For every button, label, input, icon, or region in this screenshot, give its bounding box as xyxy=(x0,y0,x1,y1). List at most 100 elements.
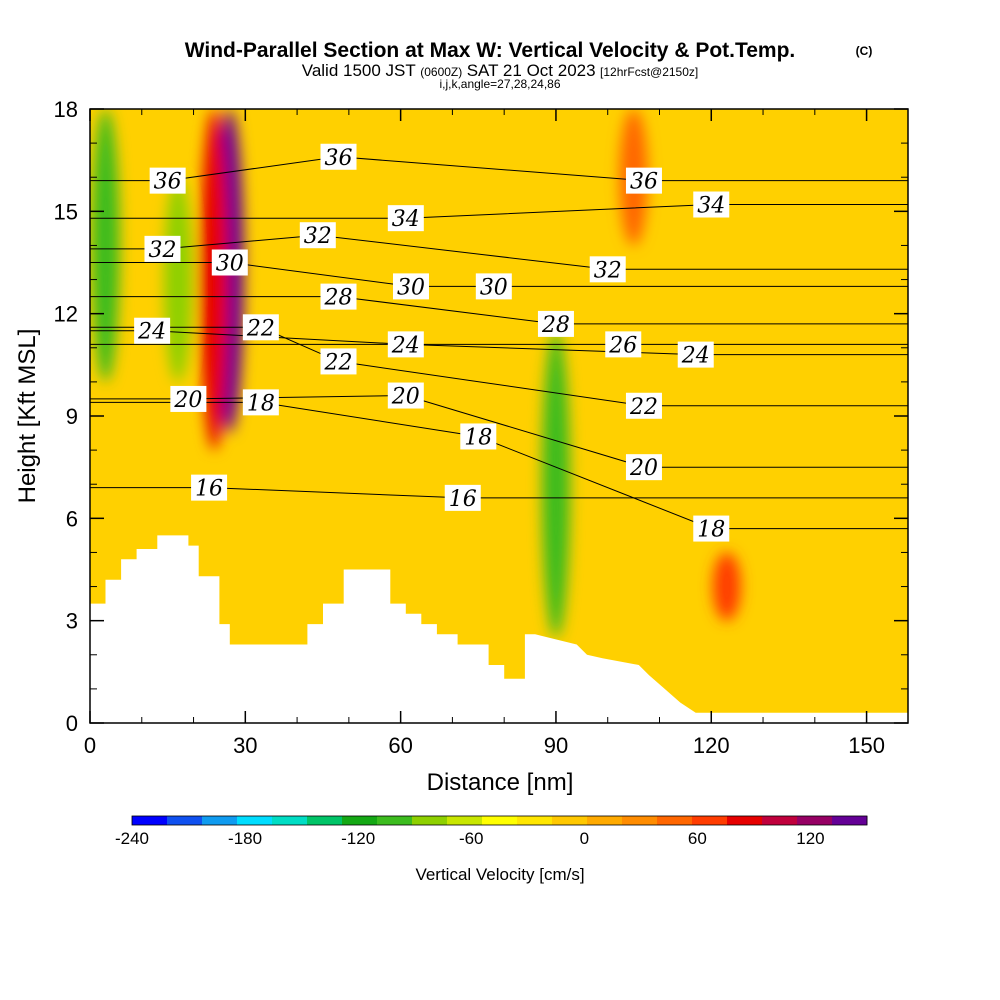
colorbar-swatch xyxy=(167,816,203,825)
velocity-feature-4 xyxy=(541,330,570,638)
y-tick-label: 3 xyxy=(66,609,78,634)
terrain xyxy=(90,535,908,723)
contour-label-6: 32 xyxy=(299,222,336,249)
contour-label-17: 22 xyxy=(242,314,279,341)
plot-area: 36 36 36 34 34 32 32 32 30 30 30 28 28 26 24 24 24 22 22 22… xyxy=(90,109,908,723)
contour-label-22: 20 xyxy=(625,454,662,481)
contour-label-text: 28 xyxy=(324,286,353,311)
contour-label-text: 30 xyxy=(216,252,244,277)
x-tick-label: 30 xyxy=(233,733,257,758)
x-tick-label: 60 xyxy=(388,733,412,758)
chart-subtitle: Valid 1500 JST (0600Z) SAT 21 Oct 2023 [… xyxy=(302,61,699,80)
subtitle-utc-time: (0600Z) xyxy=(420,65,462,79)
colorbar: -240 -180 -120 -60 0 60 120 xyxy=(115,815,868,848)
colorbar-tick-label: 0 xyxy=(580,829,589,848)
contour-label-27: 16 xyxy=(444,484,481,512)
contour-label-23: 18 xyxy=(242,389,279,416)
x-tick-label: 90 xyxy=(544,733,568,758)
x-tick-label: 0 xyxy=(84,733,96,758)
contour-label-text: 18 xyxy=(464,425,492,450)
theta-contour-16 xyxy=(90,487,908,499)
contour-label-16: 24 xyxy=(677,341,714,369)
contour-label-text: 20 xyxy=(391,385,420,410)
contour-label-text: 16 xyxy=(195,477,223,502)
contour-label-text: 20 xyxy=(173,388,202,413)
colorbar-swatch xyxy=(202,816,238,825)
contour-label-26: 16 xyxy=(191,474,228,502)
contour-label-text: 34 xyxy=(697,194,725,219)
colorbar-swatch xyxy=(587,816,623,825)
colorbar-frame xyxy=(131,815,868,826)
subtitle-forecast: [12hrFcst@2150z] xyxy=(600,65,698,79)
contour-label-4: 34 xyxy=(693,191,730,219)
contour-label-text: 24 xyxy=(681,344,710,369)
subtitle-valid-time: Valid 1500 JST xyxy=(302,61,416,80)
contour-label-text: 22 xyxy=(246,316,275,341)
y-axis-label: Height [Kft MSL] xyxy=(14,329,41,504)
colorbar-swatch xyxy=(342,816,378,825)
contour-label-0: 36 xyxy=(149,167,186,195)
contour-label-text: 30 xyxy=(480,275,508,300)
colorbar-swatch xyxy=(622,816,658,825)
contour-label-text: 16 xyxy=(449,487,477,512)
contour-label-text: 24 xyxy=(137,320,166,345)
contour-label-text: 36 xyxy=(154,170,182,195)
colorbar-label: Vertical Velocity [cm/s] xyxy=(415,865,584,884)
contour-label-15: 24 xyxy=(387,331,424,358)
colorbar-swatch xyxy=(692,816,728,825)
velocity-feature-3 xyxy=(164,177,193,382)
colorbar-swatch xyxy=(412,816,448,825)
contour-label-9: 30 xyxy=(392,273,429,300)
x-tick-label: 150 xyxy=(848,733,885,758)
contour-label-25: 18 xyxy=(693,515,730,543)
colorbar-swatch xyxy=(762,816,798,825)
colorbar-swatch xyxy=(517,816,553,825)
contour-label-5: 32 xyxy=(144,235,181,263)
colorbar-swatch xyxy=(482,816,518,825)
colorbar-swatch xyxy=(132,816,168,825)
colorbar-swatch xyxy=(377,816,413,825)
contour-label-13: 26 xyxy=(605,331,642,358)
contour-label-text: 32 xyxy=(304,224,332,249)
contour-label-2: 36 xyxy=(625,167,662,195)
y-tick-label: 18 xyxy=(54,97,78,122)
contour-label-3: 34 xyxy=(387,205,424,232)
colorbar-tick-label: -60 xyxy=(459,829,484,848)
colorbar-swatch xyxy=(832,816,868,825)
contour-label-8: 30 xyxy=(211,249,248,277)
contour-label-text: 20 xyxy=(629,456,658,481)
colorbar-swatch xyxy=(552,816,588,825)
velocity-feature-1 xyxy=(200,109,229,451)
colorbar-swatch xyxy=(307,816,343,825)
colorbar-tick-label: 60 xyxy=(688,829,707,848)
contour-label-19: 22 xyxy=(625,392,662,420)
colorbar-swatch xyxy=(657,816,693,825)
contour-label-text: 24 xyxy=(391,333,420,358)
contour-label-text: 22 xyxy=(629,395,658,420)
contour-label-text: 22 xyxy=(324,350,353,375)
contour-label-11: 28 xyxy=(320,283,357,311)
contour-label-text: 36 xyxy=(630,170,658,195)
theta-contour-34 xyxy=(90,204,908,219)
contour-label-text: 28 xyxy=(541,313,570,338)
contour-label-text: 36 xyxy=(325,146,353,171)
colorbar-swatch xyxy=(797,816,833,825)
contour-label-21: 20 xyxy=(387,382,424,410)
contour-label-10: 30 xyxy=(475,273,512,300)
y-tick-label: 15 xyxy=(54,199,78,224)
contour-label-text: 18 xyxy=(247,391,275,416)
colorbar-tick-label: -120 xyxy=(341,829,375,848)
colorbar-swatch xyxy=(727,816,763,825)
copyright-mark: (C) xyxy=(856,44,873,58)
contour-label-12: 28 xyxy=(537,310,574,338)
colorbar-tick-label: -240 xyxy=(115,829,149,848)
y-tick-label: 9 xyxy=(66,404,78,429)
contour-label-text: 32 xyxy=(148,238,176,263)
colorbar-swatch xyxy=(447,816,483,825)
contour-label-text: 32 xyxy=(594,258,622,283)
contour-label-text: 34 xyxy=(392,207,420,232)
contour-label-text: 18 xyxy=(697,518,725,543)
colorbar-tick-label: 120 xyxy=(796,829,824,848)
y-tick-label: 12 xyxy=(54,302,78,327)
